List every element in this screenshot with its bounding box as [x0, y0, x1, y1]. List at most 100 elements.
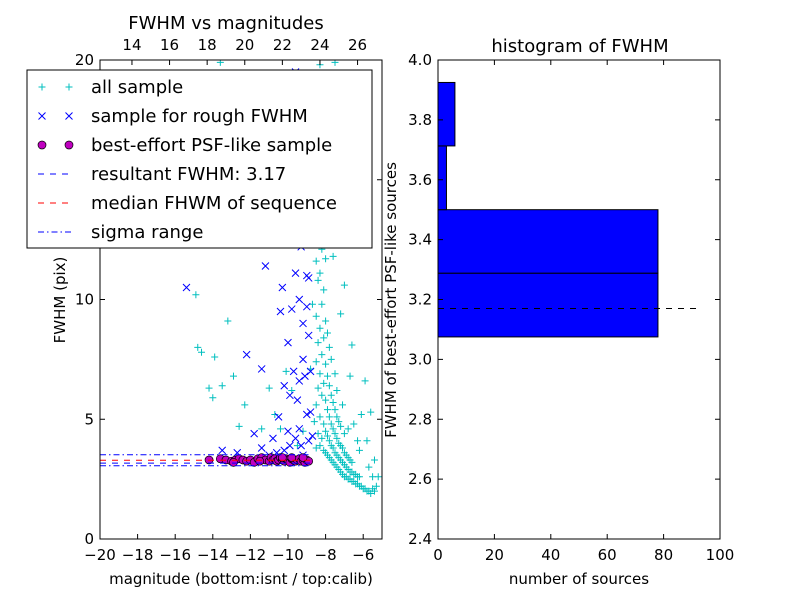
data-point [306, 367, 315, 376]
data-point [355, 446, 363, 454]
y-tick-label: 5 [84, 410, 94, 428]
data-point [314, 339, 322, 347]
data-point [299, 427, 307, 435]
data-point [242, 350, 251, 359]
data-point [280, 446, 289, 455]
data-point [348, 458, 356, 466]
data-point [322, 360, 330, 368]
data-point [357, 410, 365, 418]
legend-label: best-effort PSF-like sample [91, 135, 332, 156]
data-point [329, 398, 337, 406]
y-tick-label: 2.6 [408, 470, 432, 488]
legend-marker [64, 140, 74, 150]
legend-label: resultant FWHM: 3.17 [91, 164, 286, 185]
data-point [331, 430, 339, 438]
data-point [293, 442, 301, 450]
top-x-tick-label: 26 [348, 36, 367, 54]
top-x-tick-label: 16 [160, 36, 179, 54]
data-point [329, 425, 337, 433]
data-point [211, 353, 219, 361]
data-point [327, 420, 335, 428]
data-point [289, 367, 298, 376]
data-point [314, 384, 322, 392]
data-point [224, 317, 232, 325]
data-point [337, 422, 345, 430]
data-point [282, 367, 290, 375]
data-point [316, 324, 324, 332]
data-point [325, 437, 333, 445]
data-point [325, 343, 333, 351]
histogram-bar [437, 81, 456, 147]
data-point [369, 473, 377, 481]
histogram-bar [437, 272, 659, 338]
data-point [229, 372, 237, 380]
data-point [329, 444, 337, 452]
data-point [278, 453, 287, 462]
x-tick-label: 0 [433, 546, 443, 564]
data-point [284, 338, 292, 347]
data-point [323, 372, 331, 380]
histogram-bar [437, 209, 659, 274]
data-point [295, 295, 304, 304]
x-tick-label: −20 [84, 546, 116, 564]
data-point [310, 418, 318, 426]
data-point [314, 430, 322, 438]
data-point [370, 456, 378, 464]
data-point [280, 381, 289, 390]
data-point [312, 401, 320, 409]
data-point [320, 286, 328, 294]
legend-entry: resultant FWHM: 3.17 [38, 164, 286, 185]
data-point [312, 358, 320, 366]
data-point [348, 341, 356, 349]
x-tick-label: 60 [598, 546, 617, 564]
histogram-bar [437, 145, 447, 211]
legend-entry: all sample [38, 77, 183, 98]
data-point [361, 377, 369, 385]
data-point [276, 307, 285, 316]
scatter-panel: FWHM vs magnitudes −20 −18 −16 −14 −12 −10 −8−… [26, 13, 383, 588]
scatter-title: FWHM vs magnitudes [128, 13, 323, 34]
legend-entries: all sample sample for rough FWHM best-effo… [37, 77, 337, 243]
data-point [339, 444, 347, 452]
y-tick-label: 20 [75, 51, 94, 69]
y-tick-label: 3.2 [408, 291, 432, 309]
legend-label: all sample [91, 77, 183, 98]
data-point [299, 319, 307, 328]
legend-box [26, 69, 373, 249]
data-point [265, 384, 273, 392]
data-point [320, 420, 328, 428]
histogram-x-axis-label: number of sources [509, 570, 649, 588]
data-point [331, 406, 339, 414]
histogram-title: histogram of FWHM [491, 36, 668, 57]
data-point [306, 408, 315, 416]
legend-label: median FHWM of sequence [91, 193, 337, 214]
data-point [337, 310, 345, 318]
y-tick-label: 0 [84, 530, 94, 548]
data-point [312, 257, 320, 265]
data-point [293, 396, 302, 404]
x-tick-label: 80 [654, 546, 673, 564]
top-x-tick-label: 20 [235, 36, 254, 54]
data-point [316, 442, 324, 450]
legend-entry: best-effort PSF-like sample [37, 135, 332, 156]
data-point [346, 372, 354, 380]
x-tick-label: −6 [352, 546, 374, 564]
y-tick-label: 3.4 [408, 231, 432, 249]
legend-marker [38, 112, 46, 120]
data-point [329, 252, 337, 260]
data-point [255, 456, 265, 466]
data-point [250, 429, 259, 438]
histogram-ticks: 0 20 40 60 80 100 2.4 2.6 2.8 3.0 3.2 3.4 3.6 3.8 4.0 [408, 51, 734, 564]
legend-marker [37, 140, 47, 150]
histogram-plot-area [437, 81, 698, 338]
x-tick-label: 40 [541, 546, 560, 564]
legend-label: sigma range [91, 222, 203, 243]
data-point [367, 408, 375, 416]
data-point [335, 418, 343, 426]
x-tick-label: 100 [706, 546, 735, 564]
data-point [323, 432, 331, 440]
data-point [241, 401, 249, 409]
data-point [304, 274, 313, 282]
data-point [340, 281, 348, 289]
data-point [235, 422, 243, 430]
